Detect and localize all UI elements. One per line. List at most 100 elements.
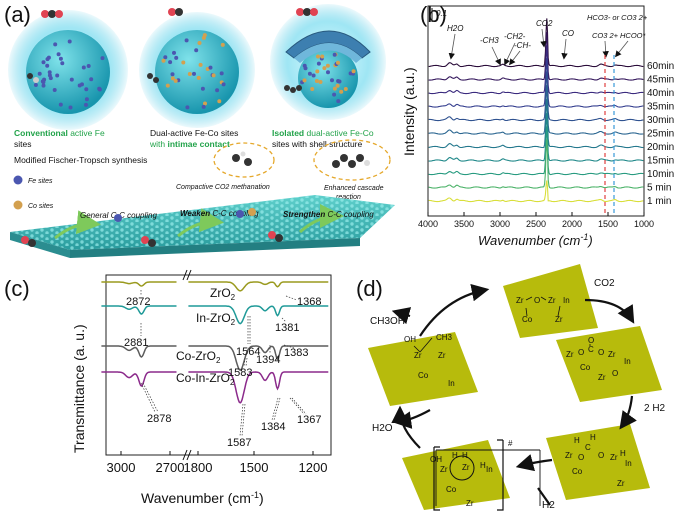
catalyst-site-dot [339, 89, 344, 94]
catalyst-site-dot [69, 77, 74, 82]
site-legend: Fe sites Co sites [13, 175, 54, 210]
catalyst-site-dot [56, 52, 61, 57]
catalyst-site-dot [165, 83, 170, 88]
svg-text:O: O [578, 453, 584, 462]
series-label-zro2: ZrO2 [210, 286, 236, 302]
tile-right [556, 326, 662, 402]
ftir-series-labels: ZrO2 In-ZrO2 Co-ZrO2 Co-In-ZrO2 [176, 286, 236, 387]
ir-x-tick-label: 1500 [598, 219, 618, 229]
surface-molecules [21, 208, 283, 247]
svg-text:Zr: Zr [516, 296, 524, 305]
ir-spectrum-line [428, 126, 644, 176]
svg-text:Zr: Zr [438, 351, 446, 360]
catalyst-surface [10, 195, 395, 258]
catalyst-site-dot [161, 58, 166, 63]
catalyst-sphere-shell [270, 4, 386, 120]
ftir-x-axis-label: Wavenumber (cm-1) [141, 490, 264, 506]
catalyst-site-dot [315, 69, 320, 74]
adsorbate-bonds [413, 296, 591, 511]
panel-d: (d) CH3OH CO2 2 H2 H2O H2 [356, 264, 666, 511]
catalyst-site-dot [337, 79, 342, 84]
annot-ch2: -CH2- [504, 32, 526, 41]
catalyst-site-dot [68, 105, 73, 110]
time-label: 25min [647, 129, 674, 140]
catalyst-site-dot [336, 60, 340, 65]
peak-leaders [140, 290, 307, 437]
reaction-species: CH3OH CO2 2 H2 H2O H2 [370, 278, 666, 511]
species-2h2: 2 H2 [644, 403, 666, 414]
svg-text:#: # [508, 439, 513, 448]
catalyst-site-dot [221, 82, 226, 87]
ir-y-axis-label: Intensity (a.u.) [401, 67, 417, 156]
tile-bottom-right [546, 424, 650, 500]
svg-text:Zr: Zr [440, 465, 448, 474]
ir-spectrum-line [428, 99, 644, 149]
peak-1384: 1384 [261, 421, 285, 433]
annot-hcoo: HCOO* [620, 31, 647, 40]
catalyst-site-dot [348, 71, 353, 76]
svg-text:O: O [612, 369, 618, 378]
catalyst-site-dot [172, 50, 176, 55]
catalyst-site-dot [37, 71, 42, 76]
ftir-spectra [101, 281, 329, 404]
svg-text:sites: sites [14, 139, 31, 149]
time-label: 45min [647, 75, 674, 86]
ftir-x-ticks: 3000 2700 1800 1500 1200 [107, 451, 328, 475]
species-ch3oh: CH3OH [370, 316, 405, 327]
catalyst-site-dot [220, 42, 225, 47]
annot-ch: -CH- [514, 41, 531, 50]
svg-text:Dual-active Fe-Co sites: Dual-active Fe-Co sites [150, 128, 238, 138]
time-label: 35min [647, 102, 674, 113]
catalyst-site-dot [41, 83, 46, 88]
catalyst-site-dot [185, 105, 190, 110]
catalyst-site-dot [311, 73, 316, 78]
catalyst-site-dot [53, 42, 58, 47]
time-label: 20min [647, 142, 674, 153]
catalyst-site-dot [310, 87, 315, 91]
catalyst-site-dot [316, 54, 320, 59]
series-label-co-in-zro2: Co-In-ZrO2 [176, 371, 235, 387]
ir-annotations: H2O -CH3 -CH2- -CH- CO2 CO HCO3- or CO3 … [447, 13, 648, 214]
catalyst-site-dot [97, 87, 102, 92]
svg-text:Zr: Zr [617, 479, 625, 488]
catalyst-site-dot [303, 66, 308, 71]
surface-tiles [368, 264, 662, 510]
ftir-spectrum-line-right [188, 371, 329, 404]
peak-1564: 1564 [236, 346, 260, 358]
tile-left [368, 332, 478, 406]
ir-spectrum-line [428, 113, 644, 162]
catalyst-sphere-conventional [8, 10, 128, 130]
catalyst-site-dot [330, 78, 334, 83]
catalyst-site-dot [343, 87, 348, 91]
ftir-x-tick-label: 1200 [299, 460, 328, 475]
time-labels: 60min 45min 40min 35min 30min 25min 20min 15min… [647, 61, 674, 207]
catalyst-site-dot [211, 73, 216, 78]
svg-text:with intimae contact: with intimae contact [149, 139, 230, 149]
svg-text:sites with shell structure: sites with shell structure [272, 139, 362, 149]
ir-spectrum-line [428, 71, 644, 122]
catalyst-site-dot [170, 76, 175, 81]
svg-text:In: In [625, 459, 632, 468]
catalyst-site-dot [217, 99, 222, 104]
catalyst-site-dot [77, 83, 82, 88]
cycle-arrows [391, 283, 637, 506]
svg-text:Zr: Zr [555, 315, 563, 324]
ir-x-tick-label: 3500 [454, 219, 474, 229]
ftir-x-tick-label: 1500 [240, 460, 269, 475]
ftir-spectrum-line-left [101, 371, 177, 387]
annot-co2: CO2 [536, 19, 553, 28]
catalyst-site-dot [336, 99, 341, 104]
peak-1394: 1394 [256, 354, 280, 366]
catalyst-site-dot [181, 60, 186, 65]
svg-text:Zr: Zr [566, 350, 574, 359]
catalyst-sphere-intimate [139, 12, 255, 128]
ftir-x-tick-label: 2700 [156, 460, 185, 475]
catalyst-site-dot [163, 55, 168, 60]
svg-text:Co: Co [446, 485, 457, 494]
catalyst-site-dot [316, 61, 321, 66]
svg-text:Co: Co [572, 467, 583, 476]
catalyst-site-dot [318, 80, 323, 84]
catalyst-site-dot [81, 65, 86, 70]
ir-x-tick-label: 4000 [418, 219, 438, 229]
catalyst-site-dot [187, 72, 192, 76]
